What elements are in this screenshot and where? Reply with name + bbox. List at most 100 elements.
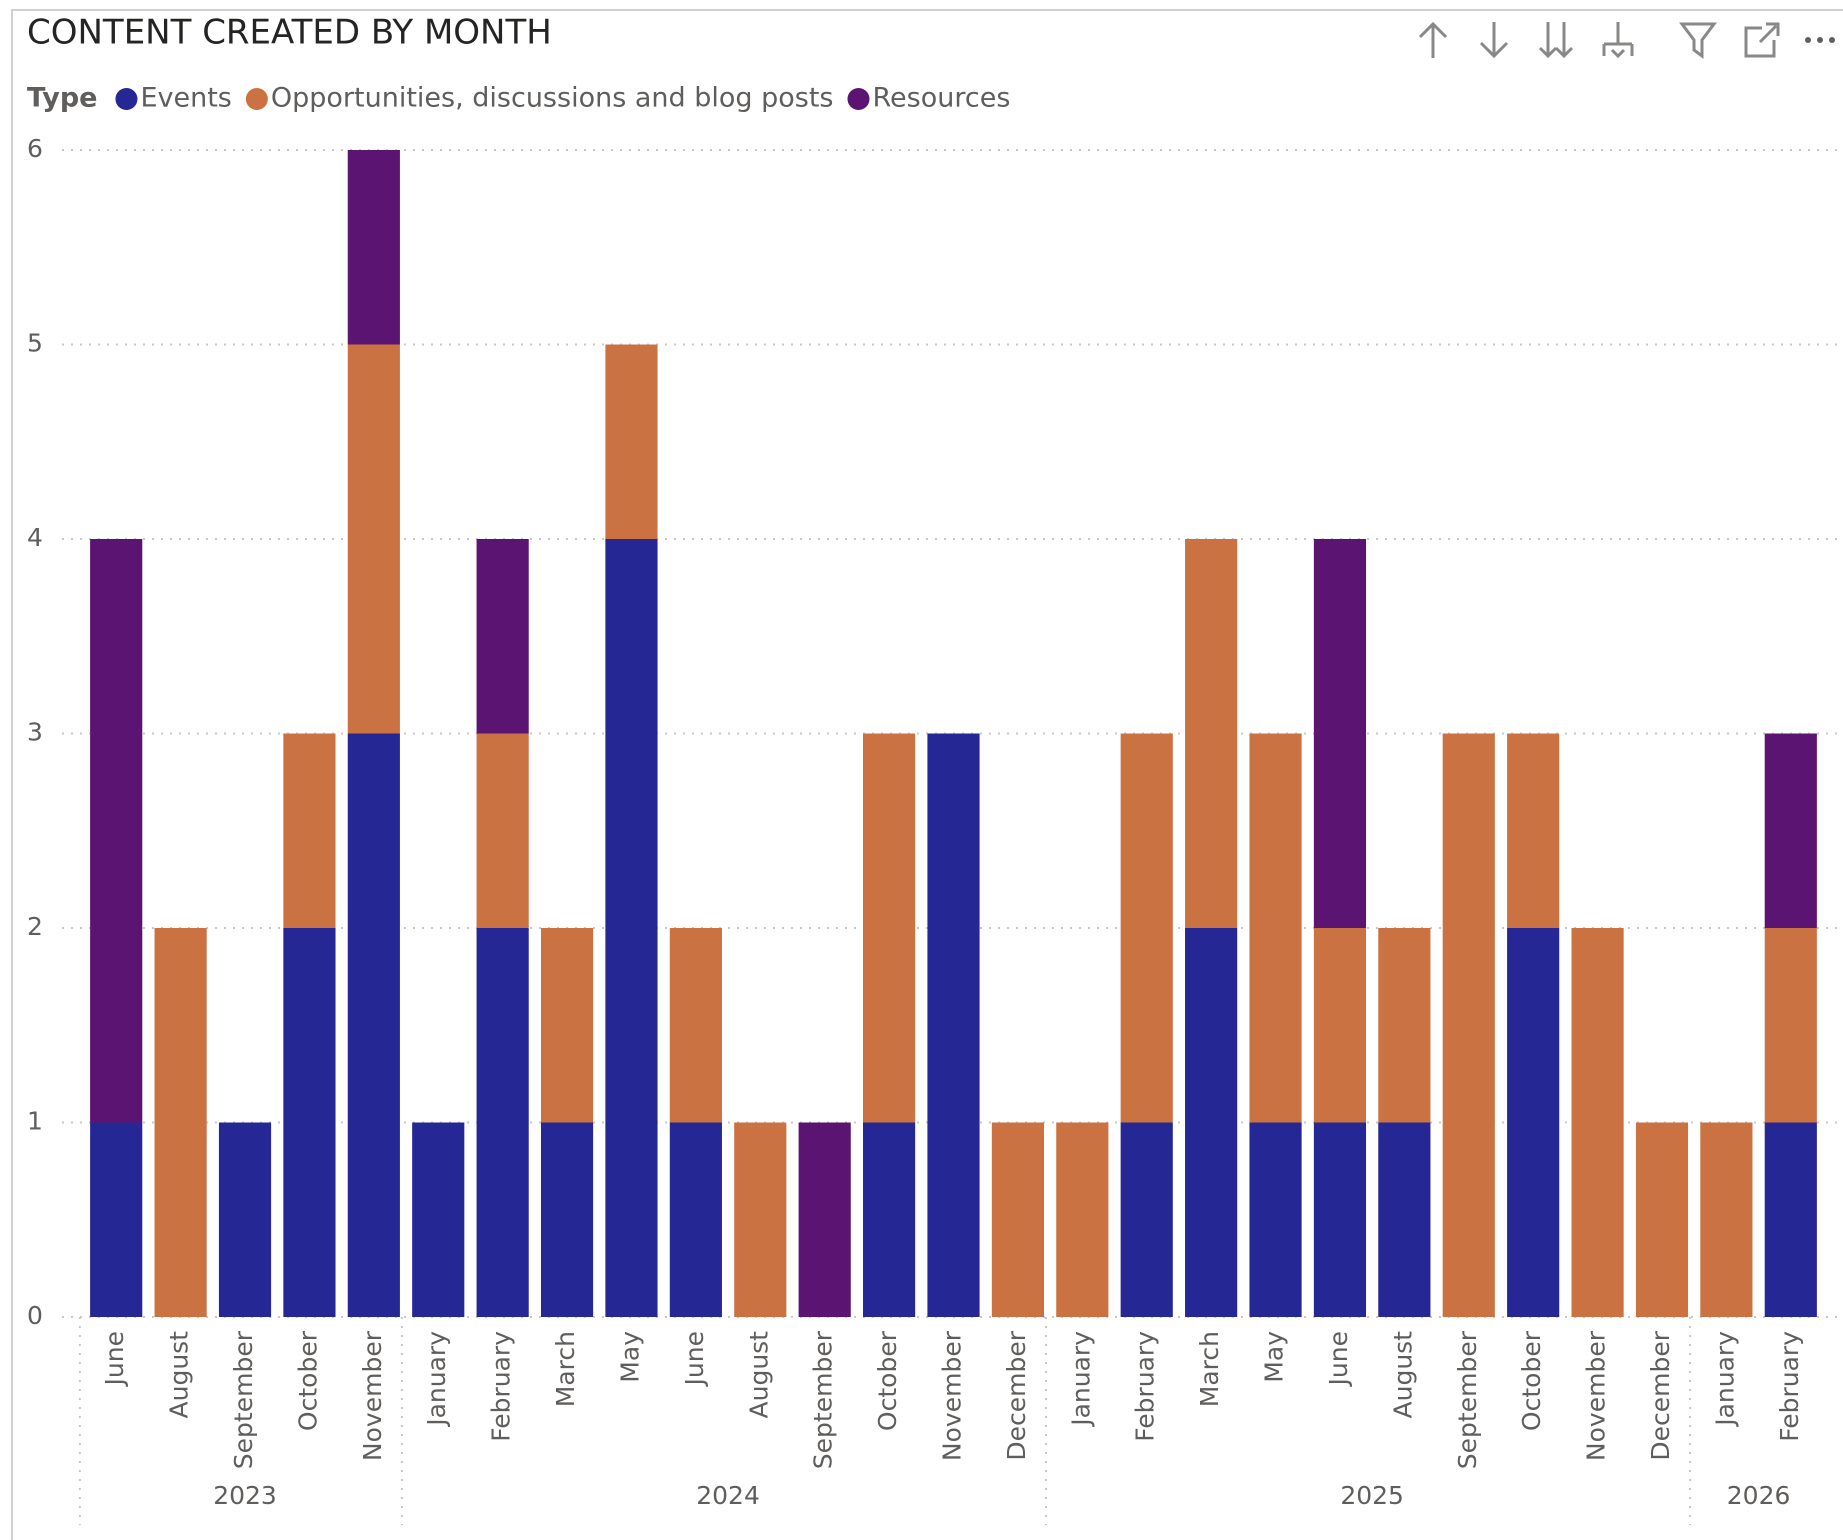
bar-segment	[347, 150, 400, 345]
visual-frame	[11, 9, 1843, 1540]
x-tick-label: October	[873, 1330, 902, 1431]
bar-segment	[347, 344, 400, 734]
bar-segment	[1378, 928, 1431, 1123]
bar-segment	[1185, 539, 1238, 928]
bar-segment	[1056, 1122, 1109, 1317]
more-options-icon[interactable]	[1805, 37, 1835, 43]
bar-segment	[1313, 1122, 1367, 1317]
bar-segment	[605, 539, 658, 1317]
bar-segment	[1764, 733, 1817, 928]
bar-segment	[90, 1122, 143, 1317]
bar-segment	[476, 539, 529, 734]
bar-segment	[991, 1122, 1044, 1317]
bar-segment	[1185, 928, 1238, 1317]
bar-segment	[1249, 733, 1302, 1123]
x-tick-label: August	[744, 1331, 773, 1419]
legend-marker	[115, 88, 138, 110]
x-tick-label: September	[1453, 1330, 1482, 1469]
year-label: 2024	[696, 1481, 760, 1510]
drill-up-icon[interactable]	[1418, 21, 1448, 58]
bar-segment	[1442, 733, 1495, 1317]
x-tick-label: February	[487, 1331, 516, 1442]
legend-marker	[245, 88, 268, 110]
y-tick-label: 2	[27, 912, 43, 941]
x-tick-label: September	[809, 1330, 838, 1469]
toolbar[interactable]	[1418, 21, 1835, 59]
bar-segment	[863, 1122, 916, 1317]
bar-segment	[1571, 928, 1624, 1317]
bar-segment	[90, 539, 143, 1123]
x-tick-label: March	[551, 1331, 580, 1407]
x-tick-label: May	[1260, 1331, 1289, 1383]
x-tick-label: November	[1582, 1330, 1611, 1461]
bar-segment	[798, 1122, 851, 1317]
bar-segment	[1313, 928, 1367, 1123]
x-tick-label: October	[293, 1330, 322, 1431]
legend-marker	[847, 88, 870, 110]
x-tick-label: March	[1195, 1331, 1224, 1407]
x-tick-label: December	[1002, 1330, 1031, 1460]
bar-segment	[669, 1122, 722, 1317]
bar-segment	[1120, 1122, 1173, 1317]
focus-mode-icon[interactable]	[1744, 22, 1780, 58]
bar-segment	[1507, 928, 1560, 1317]
x-tick-label: May	[615, 1331, 644, 1383]
y-tick-label: 5	[27, 329, 43, 358]
x-tick-label: August	[1388, 1331, 1417, 1419]
bar-segment	[1764, 928, 1817, 1123]
legend-label: Events	[140, 83, 231, 114]
x-tick-label: November	[938, 1330, 967, 1461]
x-tick-label: August	[165, 1331, 194, 1419]
bar-segment	[1313, 539, 1367, 928]
filter-icon[interactable]	[1679, 22, 1717, 59]
bar-segment	[154, 928, 207, 1317]
x-tick-label: June	[680, 1331, 709, 1387]
bar-segment	[283, 733, 336, 928]
bar-segment	[1635, 1122, 1689, 1317]
expand-all-icon[interactable]	[1538, 22, 1574, 59]
year-label: 2026	[1727, 1481, 1791, 1510]
bar-segment	[734, 1122, 787, 1317]
y-tick-label: 3	[27, 718, 43, 747]
bar-segment	[347, 733, 400, 1317]
bar-segment	[927, 733, 980, 1317]
bar-segment	[540, 928, 594, 1123]
x-tick-label: January	[1066, 1331, 1095, 1428]
y-tick-label: 4	[27, 523, 43, 552]
legend-label: Resources	[873, 83, 1011, 114]
bar-segment	[1700, 1122, 1753, 1317]
x-tick-label: September	[229, 1330, 258, 1469]
drill-down-icon[interactable]	[1479, 22, 1509, 59]
x-tick-label: February	[1131, 1331, 1160, 1442]
bar-segment	[1249, 1122, 1302, 1317]
bar-segment	[863, 733, 916, 1123]
bar-segment	[476, 733, 529, 928]
bar-segment	[540, 1122, 594, 1317]
y-tick-label: 1	[27, 1107, 43, 1136]
x-tick-label: January	[422, 1331, 451, 1428]
bar-segment	[476, 928, 529, 1317]
y-tick-label: 0	[27, 1301, 43, 1330]
legend-label: Opportunities, discussions and blog post…	[271, 83, 834, 114]
bar-segment	[1378, 1122, 1431, 1317]
bar-segment	[283, 928, 336, 1317]
bar-segment	[1507, 733, 1560, 928]
chart-title: CONTENT CREATED BY MONTH	[27, 13, 552, 53]
x-tick-label: November	[358, 1330, 387, 1461]
legend-title: Type	[27, 83, 97, 114]
x-tick-label: February	[1775, 1331, 1804, 1442]
year-label: 2025	[1340, 1481, 1404, 1510]
x-tick-label: June	[100, 1331, 129, 1387]
x-tick-label: October	[1517, 1330, 1546, 1431]
x-tick-label: December	[1646, 1330, 1675, 1460]
x-tick-label: January	[1710, 1331, 1739, 1428]
bar-segment	[1764, 1122, 1817, 1317]
bar-segment	[412, 1122, 465, 1317]
expand-next-icon[interactable]	[1602, 22, 1634, 59]
bar-segment	[218, 1122, 272, 1317]
bar-segment	[605, 344, 658, 539]
x-tick-label: June	[1324, 1331, 1353, 1387]
y-tick-label: 6	[27, 134, 43, 163]
bar-segment	[1120, 733, 1173, 1123]
